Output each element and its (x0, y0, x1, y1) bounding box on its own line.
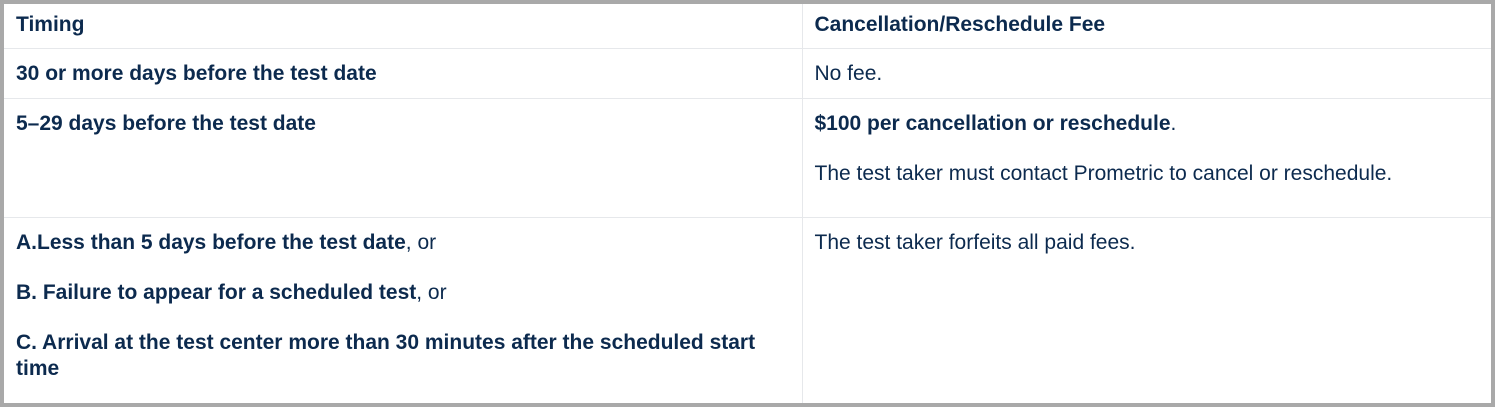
timing-cell: 5–29 days before the test date (4, 98, 803, 218)
fee-cell: $100 per cancellation or reschedule. The… (802, 98, 1492, 218)
fee-note: The test taker must contact Prometric to… (814, 161, 1393, 185)
header-fee: Cancellation/Reschedule Fee (802, 4, 1491, 49)
fee-amount-bold: $100 per cancellation or reschedule (814, 111, 1171, 135)
timing-item-bold: C. Arrival at the test center more than … (16, 330, 756, 380)
fee-cell: The test taker forfeits all paid fees. (814, 230, 1136, 254)
timing-item-bold: B. Failure to appear for a scheduled tes… (16, 280, 417, 304)
timing-item-suffix: , or (405, 230, 437, 254)
table-row: 30 or more days before the test date No … (4, 48, 1491, 99)
table-row: A.Less than 5 days before the test date,… (4, 217, 1491, 403)
timing-item-suffix: , or (416, 280, 447, 304)
table-header-row: Timing Cancellation/Reschedule Fee (4, 4, 1491, 49)
header-timing: Timing (4, 4, 803, 49)
timing-cell: A.Less than 5 days before the test date,… (4, 217, 803, 403)
fee-amount-suffix: . (1170, 111, 1177, 135)
cancellation-fee-table: Timing Cancellation/Reschedule Fee 30 or… (4, 4, 1492, 403)
fee-amount: $100 per cancellation or reschedule. (814, 111, 1492, 137)
timing-item: C. Arrival at the test center more than … (16, 330, 796, 382)
table-row: 5–29 days before the test date $100 per … (4, 98, 1492, 218)
timing-cell: 30 or more days before the test date (4, 48, 803, 99)
fee-cell: No fee. (802, 48, 1491, 99)
timing-item-bold: A.Less than 5 days before the test date (16, 230, 406, 254)
timing-item: A.Less than 5 days before the test date,… (16, 230, 790, 256)
timing-item: B. Failure to appear for a scheduled tes… (16, 280, 790, 306)
